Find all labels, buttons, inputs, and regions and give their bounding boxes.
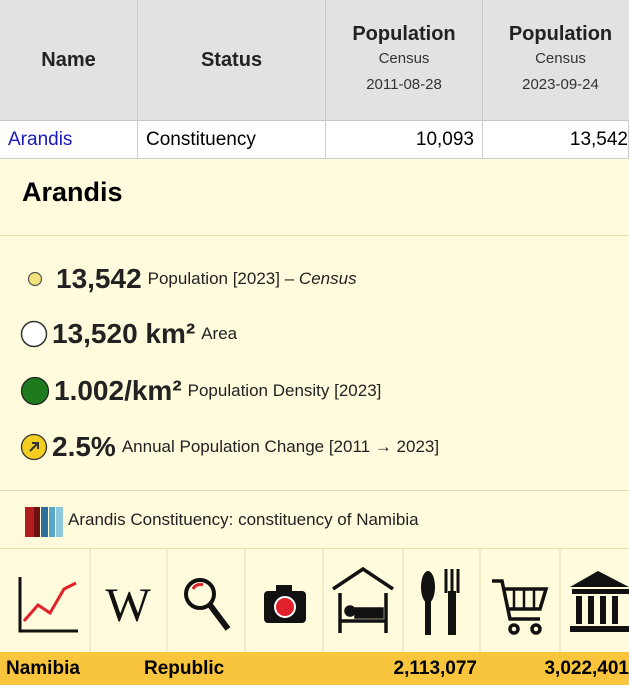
panel-title: Arandis bbox=[22, 177, 123, 207]
search-icon[interactable] bbox=[184, 578, 231, 631]
separator bbox=[0, 490, 629, 491]
stat-label: Area bbox=[201, 324, 238, 343]
header-cell: Population Census 2023-09-24 bbox=[483, 0, 629, 121]
wiki-icon[interactable]: W bbox=[105, 579, 151, 632]
stat: 13,520 km² Area bbox=[20, 314, 237, 354]
row-status: Constituency bbox=[138, 121, 326, 159]
change-icon bbox=[20, 433, 48, 461]
stat-label: Annual Population Change [2011 → 2023] bbox=[121, 437, 440, 456]
header-cell: Status bbox=[138, 0, 326, 121]
footer-value: 3,022,401 bbox=[483, 652, 629, 685]
icon-bar: W bbox=[18, 549, 629, 652]
header-date: 2023-09-24 bbox=[522, 75, 599, 93]
header-title: Population bbox=[508, 22, 613, 45]
header-source: Census bbox=[378, 49, 430, 67]
cart-icon[interactable] bbox=[492, 579, 549, 635]
stat-label: Population Density [2023] bbox=[187, 381, 382, 400]
header-source: Census bbox=[535, 49, 586, 67]
footer-value: 2,113,077 bbox=[326, 652, 483, 685]
food-icon[interactable] bbox=[421, 569, 460, 635]
stat: 1.002/km² Population Density [2023] bbox=[20, 371, 381, 411]
stat: 13,542 Population [2023] – Census bbox=[22, 259, 357, 299]
row-value: 13,542 bbox=[483, 121, 629, 159]
header-cell: Name bbox=[0, 0, 138, 121]
stat-label: Population [2023] bbox=[147, 269, 280, 288]
row-link[interactable]: Arandis bbox=[0, 121, 138, 159]
hotel-icon[interactable] bbox=[332, 566, 394, 633]
stat-value: 13,520 km² bbox=[52, 318, 196, 349]
camera-icon[interactable] bbox=[264, 585, 306, 623]
flag bbox=[25, 507, 63, 537]
header-date: 2011-08-28 bbox=[366, 75, 442, 93]
stat-value: 2.5% bbox=[52, 431, 116, 462]
dot-icon bbox=[27, 271, 43, 287]
footer-status: Republic bbox=[138, 652, 326, 685]
row-value: 10,093 bbox=[326, 121, 483, 159]
stat: 2.5% Annual Population Change [2011 → 20… bbox=[20, 427, 439, 467]
circle-icon bbox=[20, 320, 48, 348]
density-icon bbox=[20, 376, 50, 406]
museum-icon[interactable] bbox=[570, 571, 629, 632]
info-panel: Arandis 13,542 Population [2023] – Censu… bbox=[0, 159, 629, 652]
header-status: Status bbox=[200, 48, 263, 71]
header-name: Name bbox=[41, 48, 96, 71]
chart-icon[interactable] bbox=[18, 577, 78, 633]
separator bbox=[0, 235, 629, 236]
stat-separator: – bbox=[284, 269, 295, 288]
header-title: Population bbox=[352, 22, 456, 45]
description: Arandis Constituency: constituency of Na… bbox=[68, 510, 419, 529]
header-cell: Population Census 2011-08-28 bbox=[326, 0, 483, 121]
stat-value: 1.002/km² bbox=[54, 375, 182, 406]
separator bbox=[0, 548, 629, 549]
footer-name[interactable]: Namibia bbox=[0, 652, 138, 685]
stat-value: 13,542 bbox=[56, 263, 142, 294]
stat-source: Census bbox=[298, 269, 357, 288]
